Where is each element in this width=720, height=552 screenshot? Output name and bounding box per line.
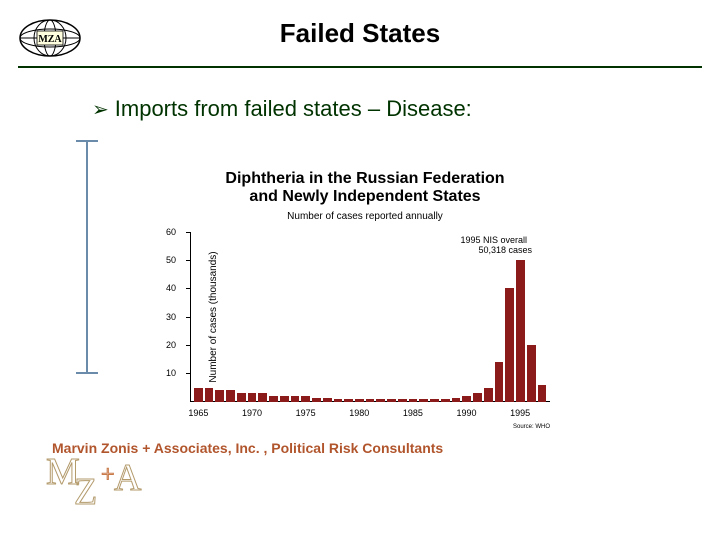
bar bbox=[323, 398, 332, 402]
bar bbox=[248, 393, 257, 402]
svg-text:MZA: MZA bbox=[38, 34, 62, 45]
svg-text:+: + bbox=[101, 462, 115, 488]
bar bbox=[484, 388, 493, 402]
bullet-text: Imports from failed states – Disease: bbox=[115, 96, 472, 122]
side-rule-cap-bottom bbox=[76, 372, 98, 374]
bar bbox=[419, 399, 428, 402]
svg-text:A: A bbox=[114, 457, 142, 499]
page-title: Failed States bbox=[18, 12, 702, 49]
x-tick-label: 1965 bbox=[188, 408, 208, 418]
bar bbox=[237, 393, 246, 402]
header: MZA Failed States bbox=[18, 12, 702, 68]
bar bbox=[205, 388, 214, 402]
bar bbox=[495, 362, 504, 402]
y-tick-mark bbox=[186, 345, 190, 346]
bar bbox=[473, 393, 482, 402]
x-tick-label: 1990 bbox=[457, 408, 477, 418]
bar bbox=[366, 399, 375, 402]
bar bbox=[430, 399, 439, 402]
y-tick-label: 10 bbox=[166, 368, 176, 378]
chart-source: Source: WHO bbox=[513, 424, 550, 430]
bar bbox=[387, 399, 396, 402]
mza-footer-logo-icon: M Z + A bbox=[46, 452, 156, 517]
bullet-arrow-icon: ➢ bbox=[92, 97, 109, 122]
y-tick-label: 50 bbox=[166, 255, 176, 265]
chart-title: Diphtheria in the Russian Federation and… bbox=[150, 170, 580, 207]
y-tick-mark bbox=[186, 232, 190, 233]
bar bbox=[409, 399, 418, 402]
globe-logo-icon: MZA bbox=[18, 18, 82, 63]
x-tick-label: 1995 bbox=[510, 408, 530, 418]
y-tick-mark bbox=[186, 288, 190, 289]
bar bbox=[376, 399, 385, 402]
y-tick-mark bbox=[186, 260, 190, 261]
y-tick-label: 20 bbox=[166, 340, 176, 350]
bars-group bbox=[190, 232, 550, 402]
bar bbox=[462, 396, 471, 402]
y-tick-label: 30 bbox=[166, 312, 176, 322]
chart-container: Diphtheria in the Russian Federation and… bbox=[150, 170, 580, 402]
bar bbox=[538, 385, 547, 402]
bar bbox=[398, 399, 407, 402]
x-tick-label: 1985 bbox=[403, 408, 423, 418]
bar bbox=[516, 260, 525, 402]
y-tick-label: 60 bbox=[166, 227, 176, 237]
bar bbox=[441, 399, 450, 402]
bar bbox=[194, 388, 203, 402]
bar bbox=[505, 288, 514, 401]
x-tick-label: 1970 bbox=[242, 408, 262, 418]
chart-subtitle: Number of cases reported annually bbox=[150, 211, 580, 222]
chart-title-line2: and Newly Independent States bbox=[249, 188, 480, 205]
bar bbox=[269, 396, 278, 402]
bar bbox=[452, 398, 461, 402]
chart-annotation-line1: 1995 NIS overall bbox=[460, 235, 527, 245]
bar bbox=[527, 345, 536, 402]
x-tick-label: 1975 bbox=[296, 408, 316, 418]
y-tick-mark bbox=[186, 373, 190, 374]
bar bbox=[312, 398, 321, 402]
side-rule-cap-top bbox=[76, 140, 98, 142]
bar bbox=[291, 396, 300, 402]
bar bbox=[355, 399, 364, 402]
bar bbox=[334, 399, 343, 402]
bar bbox=[215, 390, 224, 401]
chart-annotation-line2: 50,318 cases bbox=[460, 245, 532, 255]
bar bbox=[258, 393, 267, 402]
chart-title-line1: Diphtheria in the Russian Federation bbox=[225, 170, 504, 187]
bullet-item: ➢ Imports from failed states – Disease: bbox=[92, 96, 720, 122]
y-tick-label: 40 bbox=[166, 283, 176, 293]
chart-annotation: 1995 NIS overall 50,318 cases bbox=[460, 236, 532, 256]
bar bbox=[344, 399, 353, 402]
bar bbox=[301, 396, 310, 402]
bar bbox=[280, 396, 289, 402]
side-rule bbox=[86, 142, 88, 372]
y-tick-mark bbox=[186, 317, 190, 318]
svg-text:Z: Z bbox=[74, 471, 97, 512]
x-tick-label: 1980 bbox=[349, 408, 369, 418]
chart-plot-area: Number of cases (thousands) 1995 NIS ove… bbox=[190, 232, 550, 402]
bar bbox=[226, 390, 235, 401]
